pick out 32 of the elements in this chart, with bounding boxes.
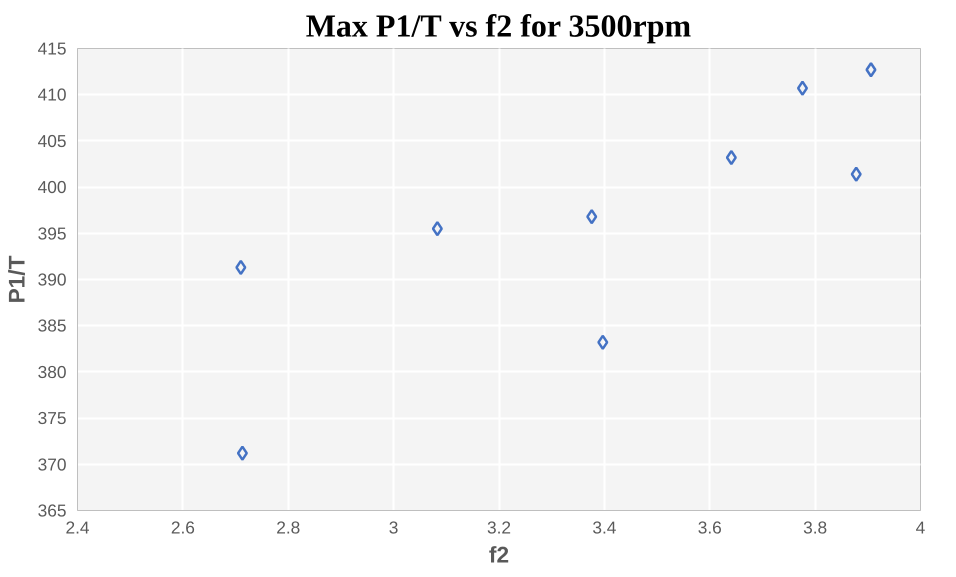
point (850, 166, 862, 182)
x-tick-label: 4 (916, 518, 926, 538)
x-axis-title: f2 (488, 542, 510, 568)
chart-title: Max P1/T vs f2 for 3500rpm (306, 8, 692, 44)
point (865, 62, 877, 78)
point (236, 445, 248, 461)
y-tick-label: 380 (38, 362, 67, 382)
y-tick-label: 365 (38, 500, 67, 520)
y-tick-label: 385 (38, 316, 67, 336)
x-tick-label: 3.6 (698, 518, 722, 538)
x-tick-label: 2.8 (276, 518, 300, 538)
point (726, 150, 737, 166)
y-tick-label: 400 (38, 177, 67, 198)
x-tick-label: 3.2 (486, 518, 512, 538)
x-tick-label: 3.8 (803, 518, 828, 538)
point (235, 260, 246, 276)
point (432, 220, 443, 236)
y-tick-label: 405 (38, 130, 67, 151)
point (597, 334, 608, 350)
x-tick-label: 2.4 (65, 518, 90, 538)
x-tick-label: 3.4 (592, 518, 617, 538)
y-tick-label: 410 (38, 84, 67, 105)
y-tick-label: 395 (38, 223, 67, 244)
x-tick-label: 3 (388, 518, 398, 538)
point (796, 80, 808, 96)
y-tick-label: 390 (38, 270, 67, 290)
point (586, 208, 598, 224)
x-tick-label: 2.6 (170, 518, 195, 538)
y-tick-label: 370 (38, 454, 67, 474)
y-axis-title: P1/T (4, 255, 30, 304)
y-tick-label: 375 (38, 408, 67, 428)
y-tick-label: 415 (38, 38, 67, 58)
